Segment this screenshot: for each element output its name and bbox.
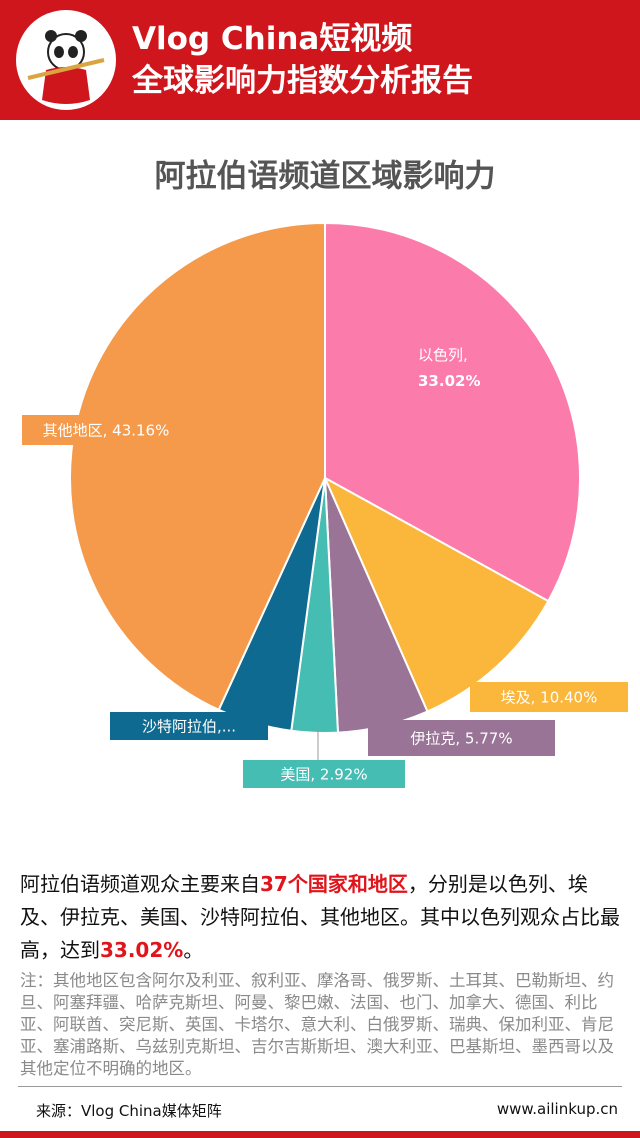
chart-title: 阿拉伯语频道区域影响力 <box>155 159 496 195</box>
data-label: 其他地区, 43.16% <box>43 422 170 440</box>
data-label: 伊拉克, 5.77% <box>410 730 512 748</box>
text: 。 <box>183 938 204 962</box>
text: ，分别是以色列、埃及、伊拉克、美国、沙特阿拉伯、其他地区。其中以色列观众占比最高… <box>20 872 620 962</box>
chart: 阿拉伯语频道区域影响力 以色列, 33.02% 埃及, 10.40% 伊拉克, 5.7… <box>22 159 628 788</box>
note: 注：其他地区包含阿尔及利亚、叙利亚、摩洛哥、俄罗斯、土耳其、巴勒斯坦、约旦、阿塞… <box>20 971 614 1078</box>
label-box <box>243 760 405 788</box>
paragraph: 阿拉伯语频道观众主要来自37个国家和地区，分别是以色列、埃及、伊拉克、美国、沙特… <box>20 868 625 967</box>
divider <box>18 1086 622 1087</box>
highlight: 37个国家和地区 <box>260 872 408 896</box>
data-label: 美国, 2.92% <box>280 766 367 784</box>
label-box <box>368 720 555 756</box>
text: 阿拉伯语频道观众主要来自 <box>20 872 260 896</box>
url: www.ailinkup.cn <box>496 1100 618 1118</box>
title-line: 全球影响力指数分析报告 <box>132 63 473 99</box>
data-label: 沙特阿拉伯,... <box>142 718 236 736</box>
data-label: 埃及, 10.40% <box>501 689 598 707</box>
header: Vlog China短视频 全球影响力指数分析报告 <box>0 0 640 120</box>
bottom-bar <box>0 1131 640 1138</box>
pie-slice <box>322 475 550 713</box>
source: 来源：Vlog China媒体矩阵 <box>36 1102 222 1120</box>
title-line: Vlog China短视频 <box>132 21 413 57</box>
header-title: Vlog China短视频 全球影响力指数分析报告 <box>132 18 473 102</box>
logo <box>16 10 116 110</box>
label-box <box>470 682 628 712</box>
label-box <box>22 415 190 445</box>
label-box <box>110 712 268 740</box>
highlight: 33.02% <box>100 938 184 962</box>
data-label: 以色列, 33.02% <box>418 346 480 390</box>
pie-slice <box>324 221 581 603</box>
